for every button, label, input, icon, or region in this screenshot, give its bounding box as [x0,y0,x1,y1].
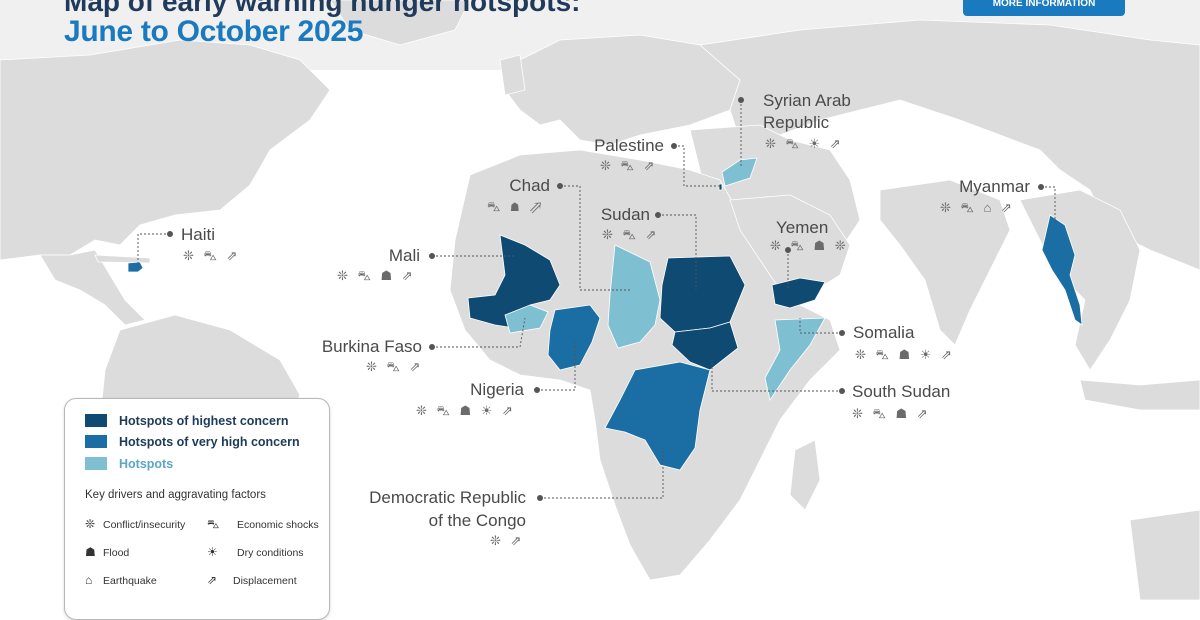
sudan-driver-icons: ❊ ⛍ ⇗ [602,227,660,242]
myanmar-driver-icons: ❊ ⛍ ⌂ ⇗ [940,200,1015,215]
haiti-driver-icons: ❊ ⛍ ⇗ [183,248,241,263]
somalia-shape [764,317,826,401]
legend-highest-label: Hotspots of highest concern [119,414,289,428]
driver-flood: ☗ Flood [85,545,129,559]
label-sudan: Sudan [600,205,650,224]
yemen-driver-icons: ❊ ⛍ ☗ ❊ [770,238,849,253]
conflict-icon: ❊ [85,517,96,531]
legend-swatch-hotspot [85,457,107,470]
palestine-shape [718,183,723,191]
south-sudan-driver-icons: ❊ ⛍ ☗ ⇗ [852,406,931,421]
label-yemen: Yemen [776,218,829,237]
drc-driver-icons: ❊ ⇗ [490,533,525,548]
label-syria-line2: Republic [763,113,830,132]
flood-icon: ☗ [85,545,96,559]
driver-earthquake-label: Earthquake [103,575,157,587]
syria-driver-icons: ❊ ⛍ ☀ ⇗ [765,136,844,151]
label-drc-line1: Democratic Republic [369,488,526,507]
south-sudan-shape [671,321,739,371]
burkina-shape [504,304,549,334]
nigeria-driver-icons: ❊ ⛍ ☗ ☀ ⇗ [416,403,516,418]
label-somalia: Somalia [853,323,915,342]
label-myanmar: Myanmar [959,177,1030,196]
label-south-sudan: South Sudan [852,382,951,401]
label-palestine: Palestine [594,136,664,155]
driver-dry: ☀ Dry conditions [207,545,304,559]
drc-shape [604,361,711,471]
legend-very-high-label: Hotspots of very high concern [119,435,300,449]
driver-displacement-label: Displacement [233,575,297,587]
nigeria-shape [547,304,601,371]
earthquake-icon: ⌂ [85,573,93,587]
label-drc-line2: of the Congo [428,511,526,530]
mali-driver-icons: ❊ ⛍ ☗ ⇗ [337,268,416,283]
chad-shape [607,244,661,349]
label-haiti: Haiti [181,225,216,244]
driver-displacement: ⇗ Displacement [207,573,297,587]
driver-flood-label: Flood [103,547,130,559]
legend-hotspot-label: Hotspots [119,457,174,471]
driver-economic: ⛍ Economic shocks [207,517,319,533]
burkina-driver-icons: ❊ ⛍ ⇗ [366,359,424,374]
chad-driver-icons: ⛍ ☗ ⇗ [487,199,545,214]
dry-conditions-icon: ☀ [207,545,218,559]
label-burkina-faso: Burkina Faso [321,337,422,356]
driver-conflict: ❊ Conflict/insecurity [85,517,185,531]
driver-earthquake: ⌂ Earthquake [85,573,157,587]
somalia-driver-icons: ❊ ⛍ ☗ ☀ ⇗ [855,347,955,362]
syria-shape [721,157,758,187]
label-nigeria: Nigeria [470,380,524,399]
label-syria-line1: Syrian Arab [763,91,851,110]
legend-swatch-very-high [85,435,107,448]
palestine-driver-icons: ❊ ⛍ ⇗ [600,158,658,173]
driver-conflict-label: Conflict/insecurity [103,519,186,531]
label-chad: Chad [509,176,550,195]
driver-economic-label: Economic shocks [237,519,319,531]
legend-swatch-highest [85,414,107,427]
economic-shocks-icon: ⛍ [207,517,220,531]
more-information-button[interactable]: MORE INFORMATION [963,0,1125,16]
displacement-icon: ⇗ [207,573,218,587]
map-title: Map of early warning hunger hotspots: [64,0,581,17]
driver-dry-label: Dry conditions [237,547,304,559]
myanmar-shape [1041,214,1083,326]
label-mali: Mali [388,246,420,265]
map-subtitle: June to October 2025 [64,15,364,48]
map-legend: Hotspots of highest concern Hotspots of … [64,398,330,620]
legend-drivers-heading: Key drivers and aggravating factors [85,489,266,501]
yemen-shape [771,277,826,309]
